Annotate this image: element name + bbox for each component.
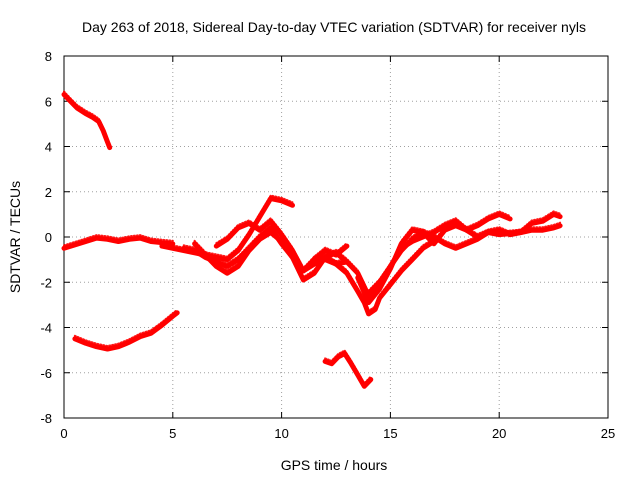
series-arc-12	[322, 351, 374, 389]
series-arc-12-texture	[324, 349, 372, 385]
series-arc-3-texture	[73, 308, 179, 347]
chart-title: Day 263 of 2018, Sidereal Day-to-day VTE…	[82, 19, 586, 35]
series-arc-8-texture	[313, 237, 435, 312]
y-axis-label: SDTVAR / TECUs	[7, 181, 23, 293]
series-arc-2-texture	[63, 234, 174, 247]
x-tick-label: 10	[274, 426, 288, 441]
x-tick-label: 25	[601, 426, 615, 441]
x-tick-label: 20	[492, 426, 506, 441]
x-tick-label: 5	[169, 426, 176, 441]
series-arc-7	[213, 218, 350, 274]
y-tick-label: 0	[45, 230, 52, 245]
x-axis-label: GPS time / hours	[281, 457, 388, 473]
series-arc-1	[61, 92, 113, 151]
y-tick-label: 6	[45, 94, 52, 109]
y-tick-label: 8	[45, 49, 52, 64]
y-tick-label: -6	[40, 366, 52, 381]
series-arc-2	[61, 235, 176, 251]
series-arc-11	[366, 211, 513, 297]
x-tick-label: 15	[383, 426, 397, 441]
y-tick-label: -2	[40, 275, 52, 290]
y-tick-label: -4	[40, 321, 52, 336]
x-tick-label: 0	[60, 426, 67, 441]
axis-ticks: 0 5 10 15 20 25 -8 -6 -4 -2 0 2 4 6 8	[40, 49, 615, 441]
y-tick-label: 2	[45, 185, 52, 200]
series-arc-11-texture	[367, 210, 512, 292]
series-arc-6	[192, 230, 350, 283]
series-arc-3	[72, 310, 180, 352]
series-arc-9	[333, 223, 563, 299]
series-group	[61, 90, 563, 389]
y-tick-label: -8	[40, 411, 52, 426]
series-arc-1-texture	[63, 90, 111, 146]
y-tick-label: 4	[45, 140, 52, 155]
series-arc-7-texture	[215, 217, 348, 269]
